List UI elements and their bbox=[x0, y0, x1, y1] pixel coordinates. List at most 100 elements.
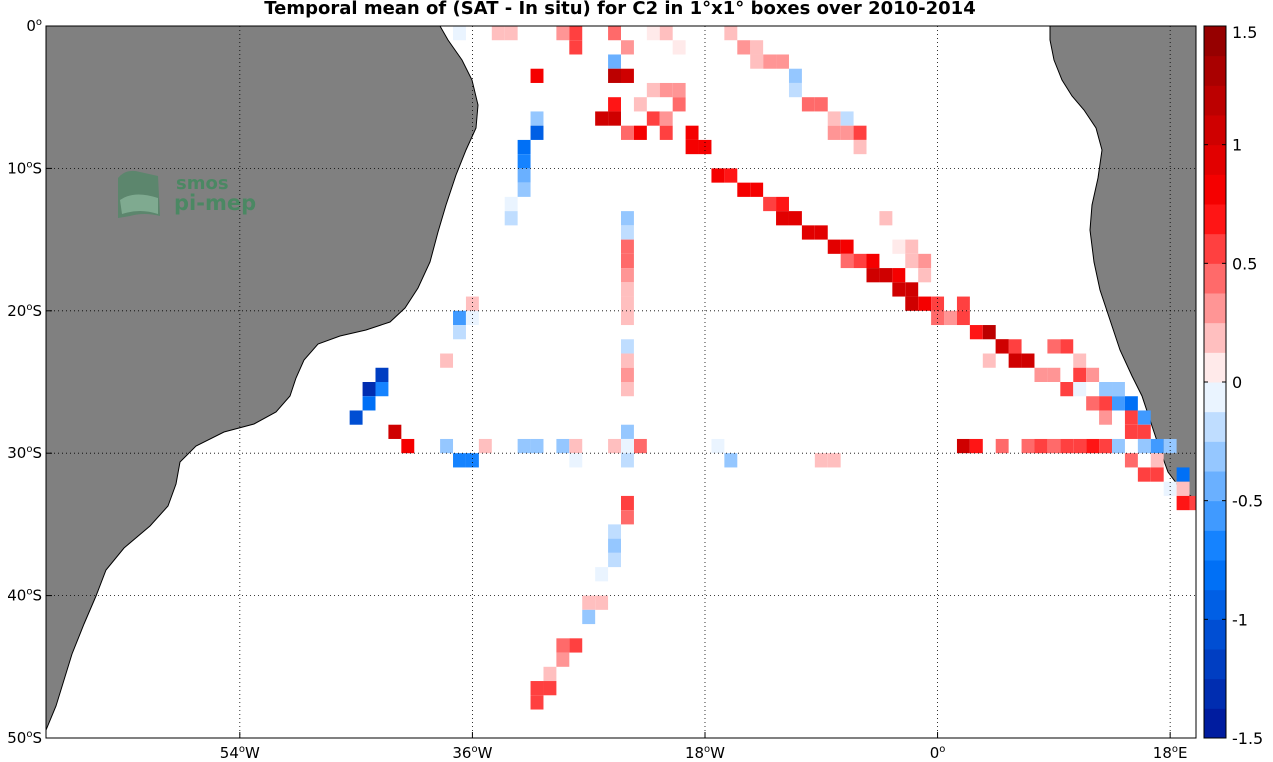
data-cell bbox=[504, 26, 518, 41]
colorbar-segment bbox=[1204, 233, 1226, 264]
lat-tick-label: 30oS bbox=[7, 444, 42, 462]
data-cell bbox=[1150, 453, 1164, 468]
data-cell bbox=[724, 453, 738, 468]
data-cell bbox=[892, 268, 906, 283]
lat-tick-label: 10oS bbox=[7, 159, 42, 177]
data-cell bbox=[853, 125, 867, 140]
data-cell bbox=[801, 97, 815, 112]
colorbar-segment bbox=[1204, 471, 1226, 502]
data-cell bbox=[866, 253, 880, 269]
data-cell bbox=[763, 54, 777, 69]
data-cell bbox=[1034, 367, 1048, 382]
data-cell bbox=[621, 453, 634, 468]
data-cell bbox=[1150, 467, 1164, 482]
data-cell bbox=[633, 125, 647, 140]
data-cell bbox=[1189, 495, 1196, 511]
colorbar-segment bbox=[1204, 530, 1226, 561]
colorbar-segment bbox=[1204, 26, 1226, 57]
data-cell bbox=[1124, 410, 1138, 425]
colorbar-segment bbox=[1204, 441, 1226, 472]
data-cell bbox=[608, 538, 621, 553]
smos-pimep-logo: smos pi-mep bbox=[118, 170, 256, 218]
data-cell bbox=[918, 296, 932, 311]
data-cell bbox=[401, 438, 415, 454]
data-cell bbox=[737, 40, 751, 55]
data-cell bbox=[1021, 353, 1035, 368]
data-cell bbox=[879, 268, 893, 283]
data-cell bbox=[827, 125, 841, 140]
data-cell bbox=[685, 125, 699, 140]
colorbar-segment bbox=[1204, 55, 1226, 86]
data-cell bbox=[1086, 438, 1100, 454]
data-cell bbox=[646, 82, 660, 98]
data-cell bbox=[944, 310, 957, 326]
lat-tick-label: 20oS bbox=[7, 302, 42, 320]
data-cell bbox=[685, 139, 699, 155]
data-cell bbox=[646, 111, 660, 126]
data-cell bbox=[517, 438, 531, 454]
data-cell bbox=[621, 225, 634, 240]
data-cell bbox=[517, 182, 531, 197]
data-cell bbox=[956, 310, 970, 326]
data-cell bbox=[711, 438, 725, 454]
data-cell bbox=[517, 168, 531, 183]
data-cell bbox=[504, 211, 518, 226]
data-cell bbox=[608, 111, 621, 126]
colorbar-segment bbox=[1204, 382, 1226, 413]
data-cell bbox=[621, 353, 634, 368]
data-cell bbox=[1137, 424, 1151, 439]
data-cell bbox=[440, 353, 454, 368]
data-cell bbox=[711, 168, 725, 183]
data-cell bbox=[672, 40, 686, 55]
colorbar-segment bbox=[1204, 115, 1226, 146]
data-cell bbox=[724, 26, 738, 41]
data-cell bbox=[814, 97, 828, 112]
data-cell bbox=[621, 68, 634, 83]
data-cell bbox=[349, 410, 363, 425]
colorbar-tick-label: -1 bbox=[1232, 610, 1248, 629]
data-cell bbox=[453, 310, 466, 326]
colorbar-tick-label: 0.5 bbox=[1232, 254, 1257, 273]
data-cell bbox=[969, 325, 983, 340]
data-cell bbox=[530, 438, 544, 454]
data-cell bbox=[698, 139, 712, 155]
data-cell bbox=[1112, 382, 1125, 397]
data-cell bbox=[776, 54, 789, 69]
data-cell bbox=[1008, 353, 1022, 368]
data-cell bbox=[440, 438, 454, 454]
colorbar-segment bbox=[1204, 500, 1226, 531]
data-cell bbox=[1008, 339, 1022, 354]
colorbar-segment bbox=[1204, 144, 1226, 175]
data-cell bbox=[569, 638, 583, 653]
data-cell bbox=[633, 438, 647, 454]
data-cell bbox=[556, 638, 570, 653]
colorbar-segment bbox=[1204, 263, 1226, 294]
data-cell bbox=[453, 26, 466, 41]
lat-tick-label: 40oS bbox=[7, 587, 42, 605]
data-cell bbox=[608, 68, 621, 83]
data-cell bbox=[905, 239, 919, 254]
data-cell bbox=[608, 97, 621, 112]
data-cell bbox=[776, 196, 789, 212]
colorbar-tick-label: -1.5 bbox=[1232, 729, 1263, 748]
data-cell bbox=[569, 40, 583, 55]
data-cell bbox=[633, 97, 647, 112]
data-cell bbox=[569, 438, 583, 454]
data-cell bbox=[621, 510, 634, 525]
data-cell bbox=[1176, 467, 1190, 482]
data-cell bbox=[491, 26, 505, 41]
data-cell bbox=[1099, 410, 1113, 425]
data-cell bbox=[621, 253, 634, 269]
colorbar-segment bbox=[1204, 678, 1226, 709]
data-cell bbox=[1047, 339, 1061, 354]
data-cell bbox=[750, 40, 764, 55]
data-cell bbox=[1124, 396, 1138, 411]
data-cell bbox=[1124, 424, 1138, 439]
data-cell bbox=[892, 239, 906, 254]
data-cell bbox=[608, 524, 621, 539]
data-cell bbox=[621, 438, 634, 454]
data-cell bbox=[1137, 467, 1151, 482]
data-cell bbox=[453, 453, 466, 468]
data-cell bbox=[956, 296, 970, 311]
